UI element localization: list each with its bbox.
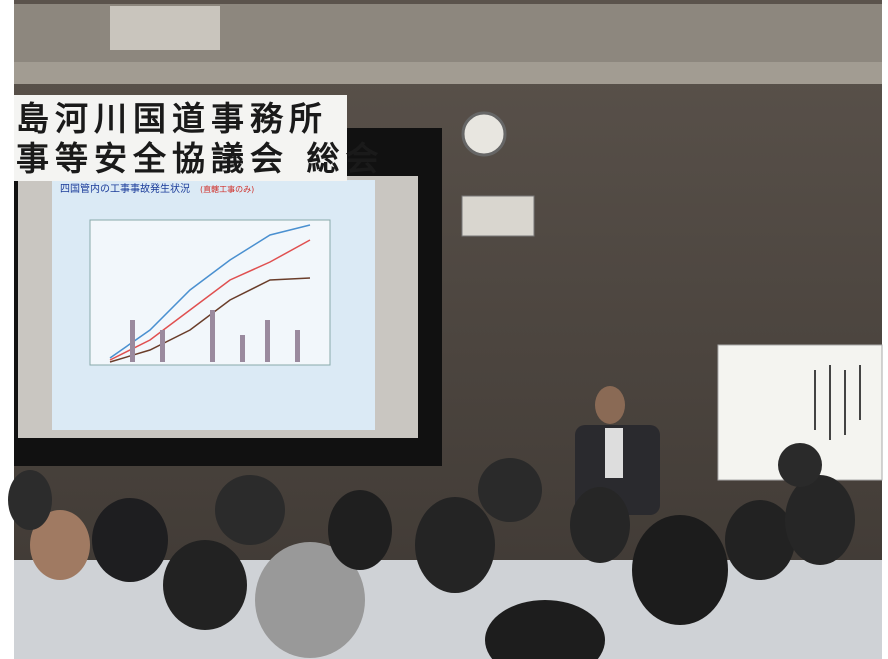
border (0, 0, 14, 659)
speaker-box (461, 195, 535, 237)
banner-line1: 島河川国道事務所 (16, 99, 328, 138)
whiteboard-writing (814, 365, 861, 440)
border (882, 0, 888, 659)
slide-subtitle: (直轄工事のみ) (200, 184, 254, 194)
slide-bars (130, 310, 300, 362)
audience (8, 443, 882, 659)
clock (461, 111, 507, 157)
slide-title: 四国管内の工事事故発生状況 (60, 182, 190, 195)
slide-notes (60, 378, 360, 418)
ceiling-beam (14, 62, 882, 84)
banner (14, 95, 347, 181)
projector (110, 6, 220, 50)
banner-line2: 事等安全協議会 総会 (16, 139, 385, 178)
